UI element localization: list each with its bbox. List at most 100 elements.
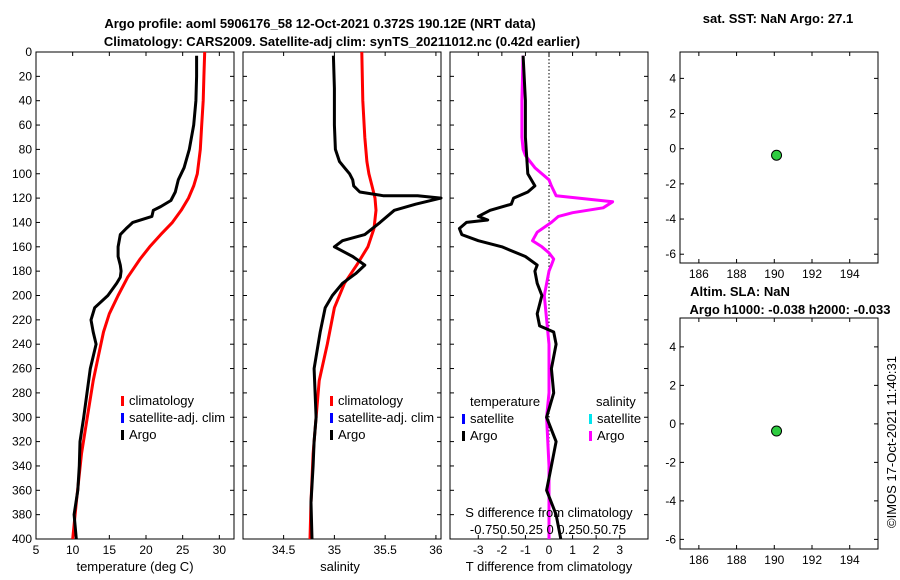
y-tick-label: -4 bbox=[665, 212, 676, 226]
y-tick-label: 220 bbox=[12, 313, 32, 327]
y-tick-label: 140 bbox=[12, 215, 32, 229]
sla-location-panel: 186 188 190 192 194 4 2 0 -2 -4 -6 bbox=[665, 317, 879, 567]
y-tick-label: 320 bbox=[12, 435, 32, 449]
salinity-panel: 34.5 35 35.5 36 climatology satellite-adj. cl… bbox=[242, 51, 443, 557]
y-tick-label: -2 bbox=[665, 455, 676, 469]
y-tick-label: 40 bbox=[19, 94, 33, 108]
x-tick-label: 188 bbox=[727, 553, 747, 567]
x-tick-label: 192 bbox=[802, 553, 822, 567]
climatology-salinity-line bbox=[308, 51, 378, 540]
legend-swatch bbox=[589, 431, 592, 441]
x-tick-label: 30 bbox=[213, 543, 227, 557]
y-tick-label: 300 bbox=[12, 410, 32, 424]
y-tick-label: 160 bbox=[12, 240, 32, 254]
y-tick-label: 400 bbox=[12, 532, 32, 546]
y-tick-label: -2 bbox=[665, 177, 676, 191]
y-tick-label: 260 bbox=[12, 362, 32, 376]
x-tick-label: 20 bbox=[139, 543, 153, 557]
salinity-xlabel: salinity bbox=[320, 559, 360, 574]
y-tick-label: 2 bbox=[669, 107, 676, 121]
y-tick-label: 100 bbox=[12, 167, 32, 181]
legend-label: satellite-adj. clim bbox=[338, 410, 434, 425]
sla-title-line-2: Argo h1000: -0.038 h2000: -0.033 bbox=[690, 302, 891, 317]
x-tick-label: 35.5 bbox=[373, 543, 397, 557]
x-tick-label: 194 bbox=[840, 553, 860, 567]
legend-swatch bbox=[330, 430, 333, 440]
x-tick-label: 190 bbox=[764, 267, 784, 281]
x-tick-label: 3 bbox=[616, 543, 623, 557]
y-tick-label: -4 bbox=[665, 494, 676, 508]
legend-swatch bbox=[121, 413, 124, 423]
x-tick-label: 188 bbox=[727, 267, 747, 281]
main-title-line-1: Argo profile: aoml 5906176_58 12-Oct-202… bbox=[104, 16, 535, 31]
argo-location-marker bbox=[771, 149, 783, 161]
sst-location-panel: 186 188 190 192 194 4 2 0 -2 -4 -6 bbox=[665, 51, 879, 281]
climatology-temperature-line bbox=[71, 51, 207, 540]
y-tick-label: 60 bbox=[19, 118, 33, 132]
legend-label: Argo bbox=[338, 427, 365, 442]
y-tick-label: 80 bbox=[19, 142, 33, 156]
x-tick-label: -2 bbox=[497, 543, 508, 557]
sst-title: sat. SST: NaN Argo: 27.1 bbox=[703, 11, 854, 26]
y-tick-label: 4 bbox=[669, 71, 676, 85]
legend-label: Argo bbox=[470, 428, 497, 443]
legend-swatch bbox=[589, 414, 592, 424]
x-tick-label: 186 bbox=[689, 553, 709, 567]
legend-swatch bbox=[462, 431, 465, 441]
legend-swatch bbox=[330, 396, 333, 406]
y-tick-label: -6 bbox=[665, 247, 676, 261]
x-tick-label: 36 bbox=[429, 543, 443, 557]
imos-timestamp: ©IMOS 17-Oct-2021 11:40:31 bbox=[884, 356, 899, 528]
y-tick-label: 240 bbox=[12, 337, 32, 351]
legend-label: climatology bbox=[338, 393, 404, 408]
salinity-difference-line bbox=[520, 55, 615, 539]
sla-title-line-1: Altim. SLA: NaN bbox=[690, 284, 790, 299]
difference-panel: -3 -2 -1 0 1 2 3 temperature salinity satellite Ar… bbox=[449, 51, 649, 557]
x-tick-label: 0 bbox=[546, 543, 553, 557]
y-tick-label: 2 bbox=[669, 378, 676, 392]
legend-label: satellite-adj. clim bbox=[129, 410, 225, 425]
y-tick-label: 280 bbox=[12, 386, 32, 400]
legend-swatch bbox=[121, 396, 124, 406]
y-tick-label: 200 bbox=[12, 289, 32, 303]
x-tick-label: 5 bbox=[33, 543, 40, 557]
x-tick-label: -3 bbox=[473, 543, 484, 557]
y-tick-label: 120 bbox=[12, 191, 32, 205]
legend-label: Argo bbox=[129, 427, 156, 442]
main-title-line-2: Climatology: CARS2009. Satellite-adj cli… bbox=[104, 34, 580, 49]
x-tick-label: 15 bbox=[103, 543, 117, 557]
y-tick-label: 360 bbox=[12, 483, 32, 497]
x-tick-label: 1 bbox=[569, 543, 576, 557]
axes-box bbox=[242, 51, 442, 540]
argo-salinity-line bbox=[309, 55, 443, 540]
temperature-difference-line bbox=[457, 55, 563, 540]
axes-box bbox=[35, 51, 235, 540]
legend-title-salinity: salinity bbox=[596, 394, 636, 409]
legend-label: Argo bbox=[597, 428, 624, 443]
axes-box bbox=[679, 51, 879, 264]
x-tick-label: 2 bbox=[593, 543, 600, 557]
x-tick-label: 25 bbox=[176, 543, 190, 557]
y-tick-label: 0 bbox=[25, 45, 32, 59]
temperature-panel: 5 10 15 20 25 3002040608010012014016018020022… bbox=[12, 45, 235, 557]
legend-swatch bbox=[462, 414, 465, 424]
x-tick-label: 35 bbox=[328, 543, 342, 557]
legend-label: satellite bbox=[470, 411, 514, 426]
legend-label: climatology bbox=[129, 393, 195, 408]
x-tick-label: -1 bbox=[520, 543, 531, 557]
y-tick-label: -6 bbox=[665, 532, 676, 546]
y-tick-label: 0 bbox=[669, 417, 676, 431]
legend-title-temperature: temperature bbox=[470, 394, 540, 409]
argo-temperature-line bbox=[72, 55, 199, 540]
t-difference-xlabel: T difference from climatology bbox=[466, 559, 633, 574]
axes-box bbox=[679, 317, 879, 550]
x-tick-label: 10 bbox=[66, 543, 80, 557]
s-difference-label: S difference from climatology bbox=[465, 505, 633, 520]
y-tick-label: 0 bbox=[669, 142, 676, 156]
x-tick-label: 194 bbox=[840, 267, 860, 281]
x-tick-label: 186 bbox=[689, 267, 709, 281]
x-tick-label: 190 bbox=[764, 553, 784, 567]
y-tick-label: 180 bbox=[12, 264, 32, 278]
y-tick-label: 20 bbox=[19, 69, 33, 83]
